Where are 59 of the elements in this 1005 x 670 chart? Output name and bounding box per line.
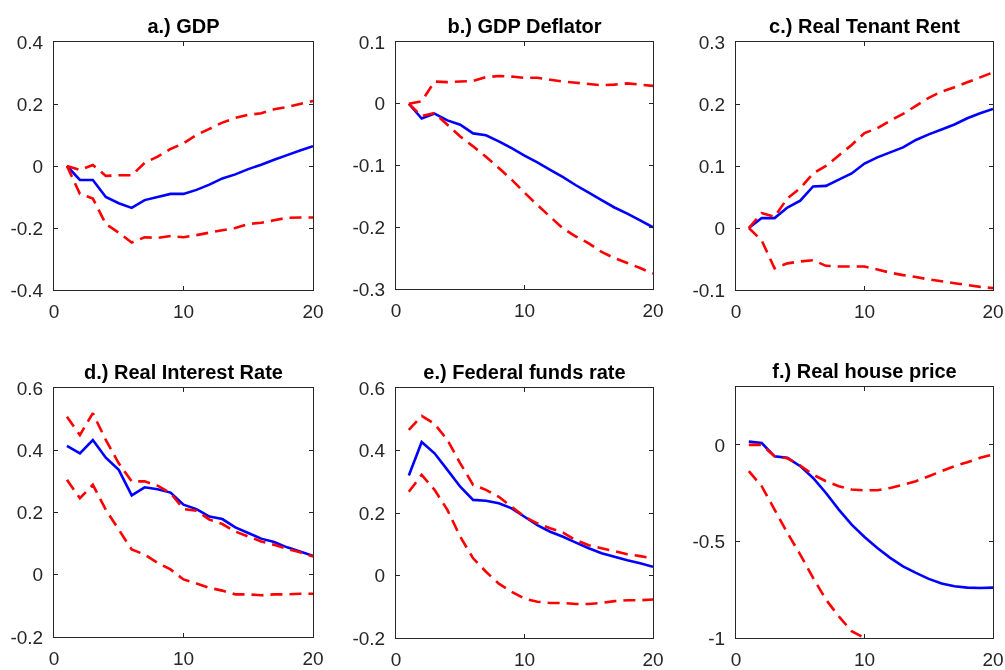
y-tick-label: -0.2 — [10, 217, 44, 239]
y-tick-label: 0.2 — [358, 502, 386, 524]
x-tick-label: 20 — [302, 300, 324, 322]
y-tick-label: 0.2 — [698, 93, 726, 115]
y-tick-label: 0 — [714, 434, 726, 456]
x-tick-label: 10 — [853, 300, 876, 322]
x-tick-label: 0 — [390, 648, 402, 670]
x-tick-label: 10 — [172, 647, 195, 669]
x-tick-label: 20 — [642, 299, 664, 321]
x-tick-label: 10 — [513, 648, 536, 670]
chart-title: c.) Real Tenant Rent — [769, 15, 961, 37]
y-tick-label: 0.4 — [16, 439, 44, 461]
x-tick-label: 0 — [48, 647, 60, 669]
y-tick-label: 0 — [714, 217, 726, 239]
y-tick-label: -0.2 — [352, 627, 386, 649]
y-tick-label: 0.2 — [16, 502, 44, 524]
line-series — [65, 411, 313, 558]
x-tick-label: 0 — [48, 300, 60, 322]
y-tick-label: 0.3 — [698, 31, 726, 53]
chart-title: d.) Real Interest Rate — [84, 361, 283, 383]
y-tick-label: -0.5 — [692, 531, 726, 553]
x-tick-label: 10 — [513, 299, 536, 321]
y-tick-label: 0 — [32, 155, 44, 177]
line-series — [747, 443, 993, 492]
y-tick-label: 0.6 — [16, 377, 44, 399]
y-tick-label: 0 — [374, 565, 386, 587]
y-tick-label: 0.2 — [16, 93, 44, 115]
line-series — [65, 478, 313, 597]
y-tick-label: -0.1 — [352, 155, 386, 177]
y-tick-label: -0.2 — [352, 216, 386, 238]
y-tick-label: -1 — [708, 627, 726, 649]
chart-title: b.) GDP Deflator — [447, 15, 602, 37]
x-tick-label: 10 — [172, 300, 195, 322]
line-series — [747, 440, 993, 590]
x-tick-label: 20 — [302, 647, 324, 669]
x-tick-label: 20 — [982, 300, 1004, 322]
chart-title: f.) Real house price — [772, 360, 957, 382]
y-tick-label: -0.3 — [352, 278, 386, 300]
y-tick-label: 0 — [374, 93, 386, 115]
y-tick-label: 0 — [32, 564, 44, 586]
y-tick-label: -0.1 — [692, 279, 726, 301]
x-tick-label: 0 — [730, 300, 742, 322]
y-tick-label: 0.4 — [16, 31, 44, 53]
chart-title: a.) GDP — [147, 15, 220, 37]
x-tick-label: 20 — [982, 648, 1004, 670]
x-tick-label: 0 — [390, 299, 402, 321]
line-series — [65, 438, 313, 558]
line-series — [407, 473, 653, 606]
chart-title: e.) Federal funds rate — [423, 361, 626, 383]
y-tick-label: 0.6 — [358, 377, 386, 399]
y-tick-label: 0.4 — [358, 440, 386, 462]
y-tick-label: -0.2 — [10, 626, 44, 648]
line-series — [407, 440, 653, 569]
y-tick-label: -0.4 — [10, 279, 44, 301]
x-tick-label: 10 — [853, 648, 876, 670]
y-tick-label: 0.1 — [698, 155, 726, 177]
y-tick-label: 0.1 — [358, 31, 386, 53]
x-tick-label: 20 — [642, 648, 664, 670]
x-tick-label: 0 — [730, 648, 742, 670]
